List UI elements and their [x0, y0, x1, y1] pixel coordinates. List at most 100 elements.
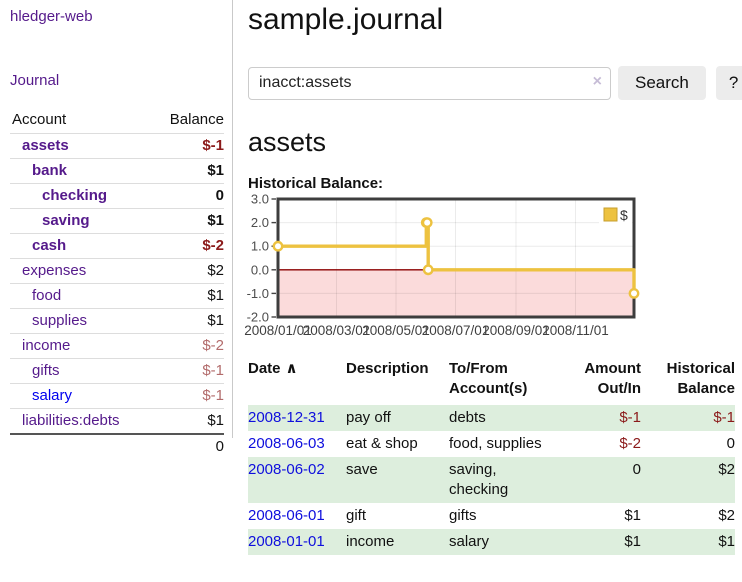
account-link[interactable]: bank	[32, 162, 68, 179]
account-link[interactable]: income	[22, 337, 71, 354]
transaction-balance: $1	[718, 533, 735, 550]
register-header-date[interactable]: Date ∧	[248, 360, 298, 377]
search-input[interactable]	[248, 66, 611, 100]
account-balance: $1	[151, 308, 224, 334]
transaction-description: income	[346, 533, 395, 550]
data-point-marker	[628, 288, 640, 299]
account-row: income $-2	[10, 333, 224, 359]
account-name-cell: saving	[10, 208, 152, 234]
account-row: supplies $1	[10, 308, 224, 334]
account-balance: $1	[151, 408, 224, 434]
account-name-cell: cash	[10, 233, 152, 259]
transaction-balance: $-1	[713, 409, 735, 426]
account-row: cash $-2	[10, 233, 224, 259]
transaction-amount: $1	[624, 507, 641, 524]
account-row: food $1	[10, 283, 224, 309]
account-row: bank $1	[10, 158, 224, 184]
spacer-cell	[10, 433, 152, 459]
transaction-description: save	[346, 461, 378, 478]
x-axis-tick-label: 2008/09/01	[482, 323, 550, 338]
account-balance: $-2	[151, 233, 224, 259]
transaction-amount: $1	[624, 533, 641, 550]
account-name-cell: income	[10, 333, 152, 359]
account-row: expenses $2	[10, 258, 224, 284]
account-name-cell: salary	[10, 383, 152, 409]
transaction-date-link[interactable]: 2008-06-01	[248, 507, 325, 524]
account-link[interactable]: cash	[32, 237, 67, 254]
accounts-header-row: Account Balance	[10, 108, 224, 134]
chart-title: Historical Balance:	[248, 175, 384, 192]
x-axis-tick-label: 2008/01/01	[244, 323, 312, 338]
account-row: salary $-1	[10, 383, 224, 409]
accounts-table: Account Balance assets $-1 bank $1 checking 0…	[10, 108, 224, 459]
accounts-total-row: 0	[10, 433, 224, 459]
help-button[interactable]: ?	[715, 66, 742, 100]
account-link[interactable]: assets	[22, 137, 69, 154]
account-link[interactable]: gifts	[32, 362, 60, 379]
account-balance: $-2	[151, 333, 224, 359]
account-row: saving $1	[10, 208, 224, 234]
account-link[interactable]: liabilities:debts	[22, 412, 120, 429]
data-point-marker	[272, 240, 284, 252]
account-balance: $-1	[151, 133, 224, 159]
app-title: hledger-web	[10, 8, 224, 26]
y-axis-tick-label: 2.0	[251, 215, 269, 230]
account-link[interactable]: food	[32, 287, 62, 304]
transaction-description: pay off	[346, 409, 391, 426]
account-balance: $1	[151, 158, 224, 184]
account-balance: 0	[151, 183, 224, 209]
app-title-link[interactable]: hledger-web	[10, 8, 93, 25]
transaction-accounts: food, supplies	[449, 435, 542, 452]
account-name-cell: assets	[10, 133, 152, 159]
search-field-wrap: ×	[248, 66, 611, 100]
transaction-amount: 0	[632, 461, 641, 478]
transaction-date-cell: 2008-01-01	[248, 529, 346, 555]
transaction-accounts: debts	[449, 409, 486, 426]
account-name-cell: checking	[10, 183, 152, 209]
y-axis-tick-label: 3.0	[251, 192, 269, 207]
search-button[interactable]: Search	[618, 66, 706, 100]
transaction-date-cell: 2008-06-03	[248, 431, 346, 457]
account-name-cell: gifts	[10, 358, 152, 384]
register-row: 2008-06-03 eat & shop food, supplies $-2 0	[248, 431, 735, 457]
balance-chart[interactable]: 3.0 2.0 1.0 0.0 -1.0 -2.0 2008/01/01 2008/03/01…	[244, 192, 742, 342]
transaction-balance: $2	[718, 461, 735, 478]
account-link[interactable]: checking	[42, 187, 108, 204]
transaction-date-cell: 2008-12-31	[248, 405, 346, 431]
account-link[interactable]: salary	[32, 387, 73, 404]
negative-region-fill	[278, 269, 634, 317]
x-axis-tick-label: 2008/11/01	[542, 323, 609, 338]
transaction-date-link[interactable]: 2008-06-03	[248, 435, 325, 452]
register-header-accounts: To/From Account(s)	[449, 360, 528, 397]
transaction-date-link[interactable]: 2008-12-31	[248, 409, 325, 426]
x-axis-tick-label: 2008/03/01	[303, 323, 371, 338]
account-balance: $1	[151, 283, 224, 309]
chart-legend: $	[599, 205, 632, 226]
accounts-header-balance: Balance	[169, 111, 224, 128]
account-balance: $-1	[151, 358, 224, 384]
account-name-cell: liabilities:debts	[10, 408, 152, 434]
account-link[interactable]: expenses	[22, 262, 87, 279]
clear-search-icon[interactable]: ×	[592, 72, 602, 90]
register-header-description: Description	[346, 360, 429, 377]
account-row: liabilities:debts $1	[10, 408, 224, 434]
sidebar: hledger-web Journal Account Balance asse…	[0, 0, 233, 459]
account-link[interactable]: saving	[42, 212, 90, 229]
data-point-marker	[421, 217, 433, 229]
account-balance: $-1	[151, 383, 224, 409]
account-link[interactable]: supplies	[32, 312, 88, 329]
nav-journal-link[interactable]: Journal	[10, 72, 60, 89]
sort-ascending-icon[interactable]: ∧	[285, 360, 298, 377]
account-name-cell: expenses	[10, 258, 152, 284]
register-row: 2008-12-31 pay off debts $-1 $-1	[248, 405, 735, 431]
transaction-amount: $-1	[619, 409, 641, 426]
legend-label: $	[620, 207, 628, 223]
account-name-cell: bank	[10, 158, 152, 184]
transaction-date-link[interactable]: 2008-01-01	[248, 533, 325, 550]
register-header-row: Date ∧ Description To/From Account(s) Amo…	[248, 359, 735, 405]
transaction-date-link[interactable]: 2008-06-02	[248, 461, 325, 478]
transaction-accounts: saving, checking	[449, 461, 509, 498]
account-name-cell: supplies	[10, 308, 152, 334]
transaction-accounts: gifts	[449, 507, 477, 524]
account-heading: assets	[248, 127, 327, 157]
